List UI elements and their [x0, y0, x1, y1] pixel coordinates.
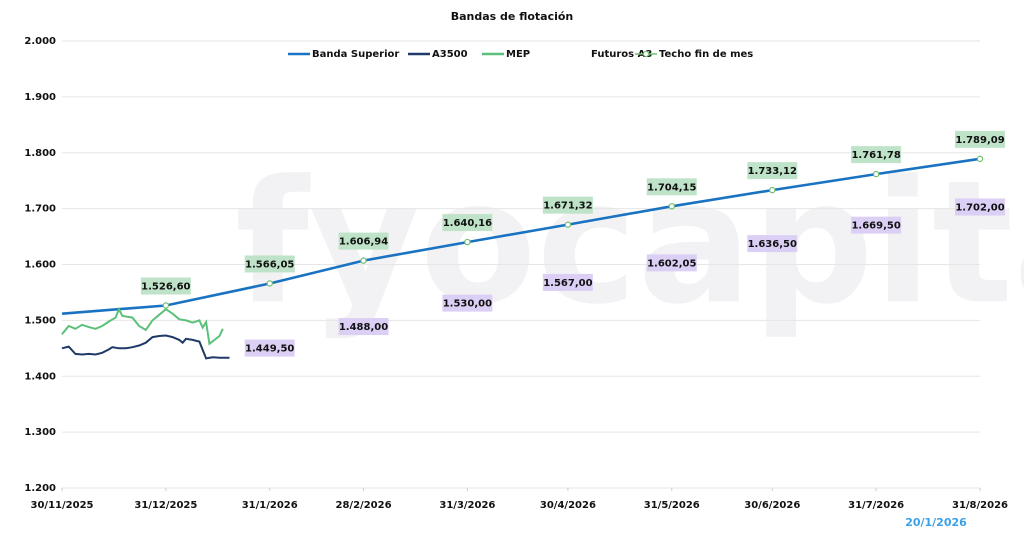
marker	[976, 155, 984, 163]
chart-title: Bandas de flotación	[451, 10, 574, 23]
x-tick-label: 31/8/2026	[952, 500, 1008, 511]
value-label-box	[442, 214, 493, 232]
legend-label: Banda Superior	[312, 49, 399, 60]
value-label-box	[851, 216, 902, 234]
value-label: 1.488,00	[339, 322, 388, 333]
y-tick-label: 2.000	[24, 36, 56, 47]
x-tick-label: 31/12/2025	[134, 500, 197, 511]
series-line	[61, 334, 230, 360]
value-label: 1.704,15	[647, 182, 696, 193]
value-label-box	[140, 277, 191, 295]
value-label: 1.761,78	[851, 150, 900, 161]
y-tick-label: 1.500	[24, 315, 56, 326]
value-label-box	[338, 232, 389, 250]
value-label: 1.671,32	[543, 201, 592, 212]
value-label: 1.566,05	[245, 259, 294, 270]
marker	[769, 186, 776, 194]
value-label: 1.789,09	[955, 135, 1004, 146]
value-label: 1.702,00	[955, 203, 1004, 214]
legend-label: Techo fin de mes	[659, 49, 753, 60]
legend-label: A3500	[432, 49, 468, 60]
legend-label: Futuros A3	[591, 49, 652, 60]
value-label: 1.733,12	[748, 166, 797, 177]
value-label-box	[851, 146, 902, 164]
y-tick-label: 1.700	[24, 204, 56, 215]
x-tick-label: 30/4/2026	[540, 500, 596, 511]
x-tick-label: 31/5/2026	[644, 500, 700, 511]
series-line	[61, 157, 981, 315]
marker	[668, 203, 675, 210]
value-label: 1.449,50	[245, 344, 294, 355]
value-label: 1.526,60	[141, 282, 190, 293]
marker	[360, 257, 367, 264]
x-tick-label: 31/1/2026	[242, 500, 298, 511]
value-label-box	[244, 339, 295, 357]
value-label-box	[955, 130, 1005, 148]
value-label-box	[955, 198, 1005, 216]
date-annotation: 20/1/2026	[905, 516, 967, 529]
y-tick-label: 1.600	[24, 260, 56, 271]
y-tick-label: 1.400	[24, 371, 56, 382]
legend-marker	[642, 50, 650, 58]
marker	[266, 280, 273, 287]
marker	[464, 238, 471, 246]
marker	[162, 302, 170, 309]
value-label: 1.640,16	[443, 218, 492, 229]
value-label-box	[244, 255, 295, 273]
value-label: 1.606,94	[339, 237, 388, 248]
x-tick-label: 30/11/2025	[31, 500, 94, 511]
value-label-box	[542, 196, 593, 214]
y-tick-label: 1.200	[24, 483, 56, 494]
value-label-box	[442, 294, 493, 312]
x-tick-label: 30/6/2026	[744, 500, 800, 511]
value-label: 1.567,00	[543, 278, 592, 289]
y-tick-label: 1.900	[24, 92, 56, 103]
y-tick-label: 1.300	[24, 427, 56, 438]
value-label: 1.669,50	[851, 221, 900, 232]
series-line	[61, 306, 224, 346]
x-tick-label: 31/7/2026	[848, 500, 904, 511]
marker	[872, 170, 880, 178]
y-tick-label: 1.800	[24, 148, 56, 159]
x-tick-label: 28/2/2026	[336, 500, 392, 511]
value-label-box	[747, 235, 798, 253]
value-label-box	[338, 318, 389, 336]
value-label: 1.602,05	[647, 258, 696, 269]
value-label-box	[646, 178, 697, 196]
legend-label: MEP	[506, 49, 530, 60]
value-label-box	[542, 273, 593, 291]
value-label: 1.636,50	[748, 239, 797, 250]
marker	[564, 221, 572, 228]
value-label-box	[747, 162, 798, 180]
value-label: 1.530,00	[443, 299, 492, 310]
value-label-box	[646, 254, 697, 272]
x-tick-label: 31/3/2026	[439, 500, 495, 511]
